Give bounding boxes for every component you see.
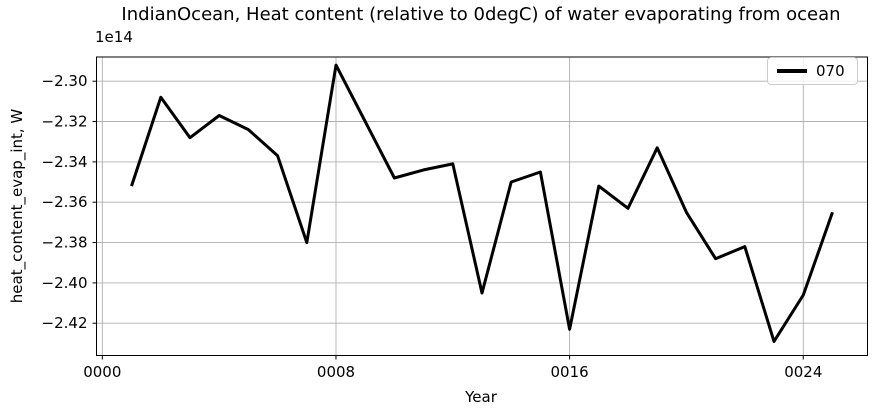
x-tick-label: 0024: [784, 363, 822, 381]
chart-title: IndianOcean, Heat content (relative to 0…: [121, 4, 841, 25]
plot-border: [96, 56, 868, 356]
series-line-070: [130, 63, 834, 343]
legend: 070: [767, 57, 858, 85]
y-axis-offset-label: 1e14: [95, 28, 133, 46]
y-axis-label: heat_content_evap_int, W: [8, 109, 27, 304]
y-tick-label: −2.30: [42, 72, 88, 90]
tick-labels: 0000 0008 0016 0024 −2.42 −2.40 −2.38 −2.36 −2.3…: [42, 72, 823, 381]
legend-line-sample: [777, 69, 807, 73]
y-tick-label: −2.42: [42, 314, 88, 332]
gridlines: [96, 57, 868, 356]
x-tick-label: 0008: [317, 363, 355, 381]
axis-ticks: [92, 80, 804, 360]
x-tick-label: 0016: [551, 363, 589, 381]
data-series: [130, 63, 834, 343]
y-tick-label: −2.34: [42, 153, 88, 171]
y-tick-label: −2.32: [42, 113, 88, 131]
x-axis-label: Year: [465, 388, 497, 406]
y-tick-label: −2.38: [42, 234, 88, 252]
y-tick-label: −2.40: [42, 274, 88, 292]
legend-label: 070: [816, 61, 845, 80]
x-tick-label: 0000: [83, 363, 121, 381]
y-tick-label: −2.36: [42, 193, 88, 211]
